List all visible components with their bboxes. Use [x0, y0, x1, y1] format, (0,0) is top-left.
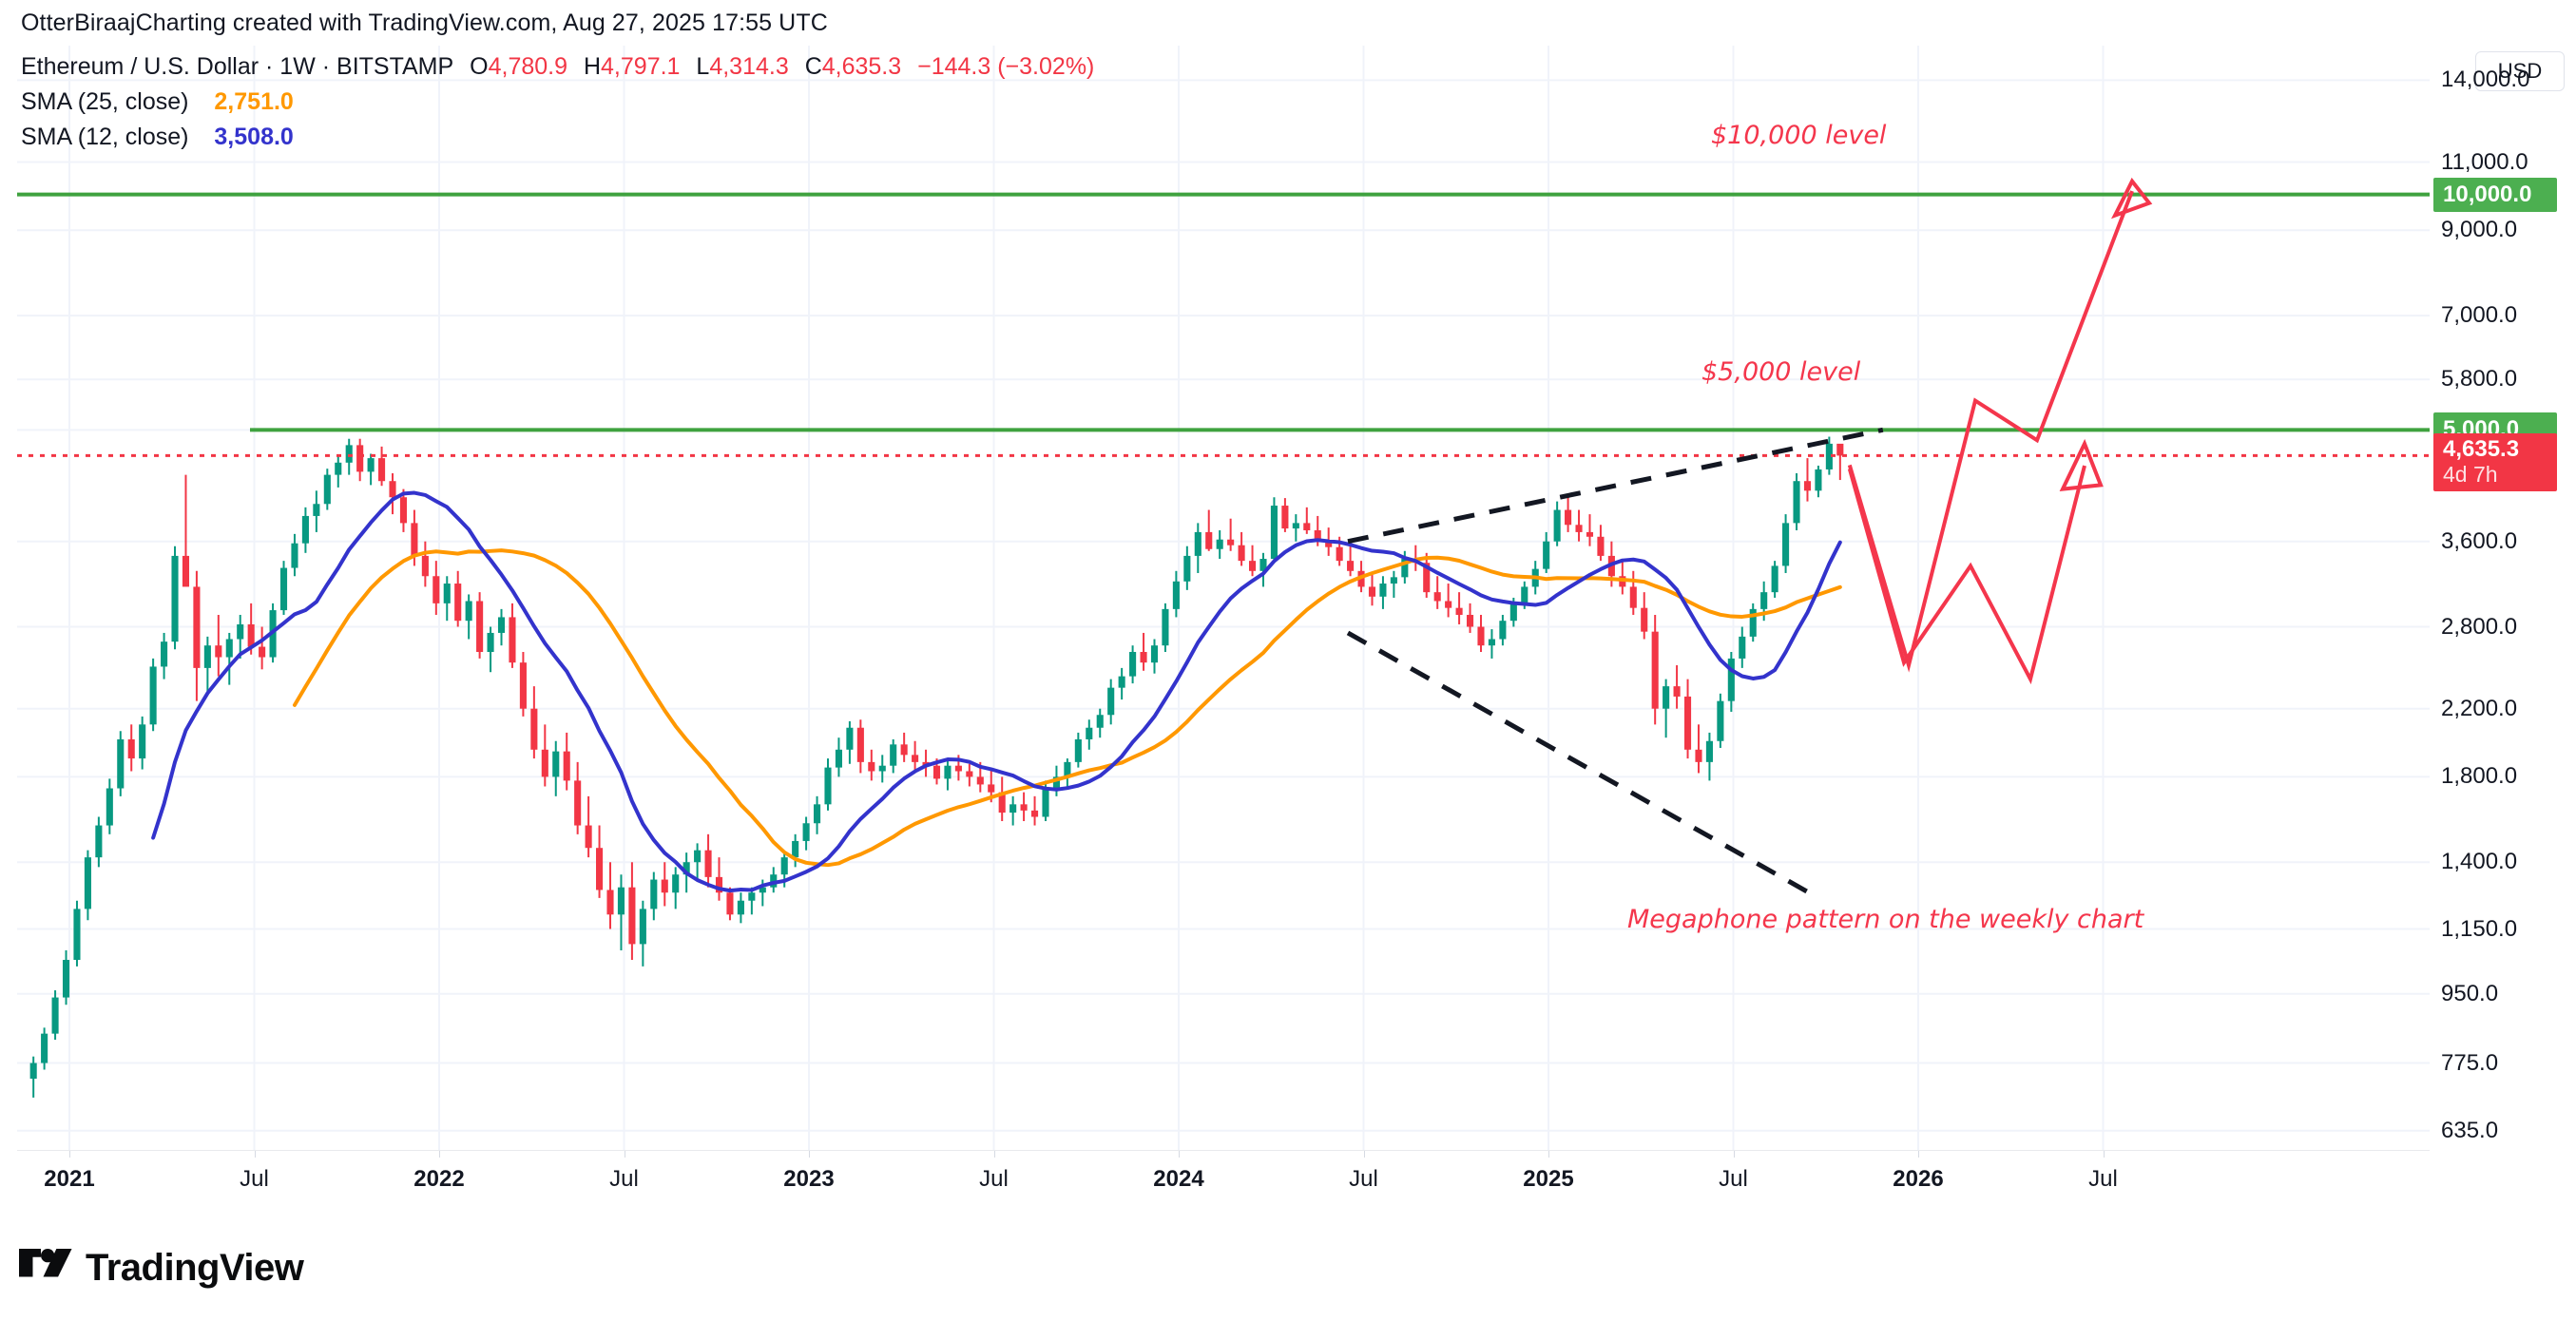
- tradingview-wordmark: TradingView: [86, 1247, 304, 1289]
- time-axis-tick: [1733, 1151, 1735, 1158]
- price-axis-tick: 1,800.0: [2441, 763, 2518, 790]
- legend-close-value: 4,635.3: [821, 53, 902, 80]
- time-axis-label: Jul: [2088, 1166, 2118, 1192]
- legend-symbol-text: Ethereum / U.S. Dollar · 1W · BITSTAMP: [21, 53, 454, 80]
- legend-high-label: H: [583, 53, 602, 80]
- legend-symbol-row[interactable]: Ethereum / U.S. Dollar · 1W · BITSTAMP O…: [21, 49, 1094, 85]
- time-axis-tick: [1179, 1151, 1180, 1158]
- legend-low-value: 4,314.3: [709, 53, 789, 80]
- projection-path-secondary[interactable]: [1847, 465, 2086, 685]
- legend-close-label: C: [804, 53, 822, 80]
- time-axis-tick: [993, 1151, 995, 1158]
- megaphone-pattern-label[interactable]: Megaphone pattern on the weekly chart: [1627, 904, 2144, 934]
- ten-thousand-level-label[interactable]: $10,000 level: [1711, 120, 1887, 150]
- price-axis-tick: 775.0: [2441, 1049, 2499, 1076]
- time-axis-tick: [254, 1151, 256, 1158]
- time-axis-label: Jul: [1719, 1166, 1748, 1192]
- currency-pill[interactable]: USD: [2475, 51, 2565, 91]
- time-axis-tick: [1918, 1151, 1919, 1158]
- price-axis[interactable]: USD 14,000.0 11,000.0 9,000.0 7,000.0 5,800.…: [2433, 46, 2576, 1150]
- sma25-label: SMA (25, close): [21, 88, 189, 115]
- badge-price: 10,000.0: [2443, 181, 2532, 207]
- legend-high-value: 4,797.1: [601, 53, 681, 80]
- time-axis-label: Jul: [240, 1166, 269, 1192]
- sma12-value: 3,508.0: [214, 124, 294, 150]
- megaphone-upper-trendline[interactable]: [1347, 427, 1884, 545]
- time-axis-label: Jul: [1349, 1166, 1378, 1192]
- five-thousand-level-label[interactable]: $5,000 level: [1701, 357, 1861, 388]
- time-axis-tick: [809, 1151, 810, 1158]
- time-axis-tick: [69, 1151, 70, 1158]
- price-axis-tick: 9,000.0: [2441, 217, 2518, 243]
- chart-plot-area[interactable]: $10,000 level $5,000 level Megaphone pat…: [17, 46, 2430, 1150]
- price-axis-tick: 950.0: [2441, 980, 2499, 1006]
- megaphone-lower-trendline[interactable]: [1346, 630, 1820, 901]
- legend-low-label: L: [696, 53, 710, 80]
- attribution-text: OtterBiraajCharting created with Trading…: [21, 10, 828, 36]
- drawings-overlay: [17, 177, 2430, 901]
- sma25-value: 2,751.0: [214, 88, 294, 115]
- tradingview-mark-icon: [19, 1248, 72, 1277]
- sma12-label: SMA (12, close): [21, 124, 189, 150]
- price-axis-tick: 2,200.0: [2441, 695, 2518, 721]
- time-axis-label: 2021: [44, 1166, 95, 1192]
- price-axis-tick: 11,000.0: [2441, 148, 2528, 175]
- time-axis-label: Jul: [609, 1166, 639, 1192]
- badge-countdown: 4d 7h: [2443, 462, 2498, 488]
- grid-layer: [17, 46, 2430, 1150]
- time-axis-label: Jul: [979, 1166, 1009, 1192]
- level-price-badge[interactable]: 10,000.0: [2433, 177, 2557, 212]
- candlestick-series: [29, 436, 1844, 1098]
- projection-arrow-head-secondary: [2059, 438, 2104, 491]
- price-axis-tick: 2,800.0: [2441, 613, 2518, 640]
- legend-indicator-sma25[interactable]: SMA (25, close) 2,751.0: [21, 85, 1094, 120]
- last-price-badge[interactable]: 4,635.3 4d 7h: [2433, 433, 2557, 491]
- price-axis-tick: 14,000.0: [2441, 67, 2530, 93]
- price-axis-tick: 7,000.0: [2441, 302, 2518, 329]
- time-axis-tick: [439, 1151, 440, 1158]
- legend-open-value: 4,780.9: [488, 53, 568, 80]
- legend-open-label: O: [470, 53, 489, 80]
- time-axis-tick: [1548, 1151, 1549, 1158]
- time-axis-tick: [1363, 1151, 1365, 1158]
- price-axis-tick: 1,400.0: [2441, 849, 2518, 875]
- legend-indicator-sma12[interactable]: SMA (12, close) 3,508.0: [21, 120, 1094, 155]
- price-axis-tick: 635.0: [2441, 1117, 2499, 1143]
- price-axis-tick: 1,150.0: [2441, 915, 2518, 942]
- price-axis-tick: 3,600.0: [2441, 527, 2518, 554]
- badge-price: 4,635.3: [2443, 436, 2520, 463]
- time-axis-label: 2023: [783, 1166, 835, 1192]
- time-axis-tick: [2103, 1151, 2105, 1158]
- projection-path-bullish[interactable]: [1847, 190, 2134, 673]
- time-axis-label: 2025: [1523, 1166, 1574, 1192]
- time-axis-label: 2022: [413, 1166, 465, 1192]
- projection-arrow-head-bullish: [2110, 177, 2153, 220]
- chart-legend: Ethereum / U.S. Dollar · 1W · BITSTAMP O…: [21, 49, 1094, 155]
- tradingview-logo[interactable]: TradingView: [19, 1247, 304, 1290]
- time-axis[interactable]: 2021 Jul 2022 Jul 2023 Jul 2024 Jul 2025 Jul 2026 J…: [17, 1150, 2430, 1210]
- price-axis-tick: 5,800.0: [2441, 366, 2518, 392]
- time-axis-label: 2024: [1153, 1166, 1204, 1192]
- legend-change-value: −144.3 (−3.02%): [917, 53, 1095, 80]
- time-axis-label: 2026: [1893, 1166, 1944, 1192]
